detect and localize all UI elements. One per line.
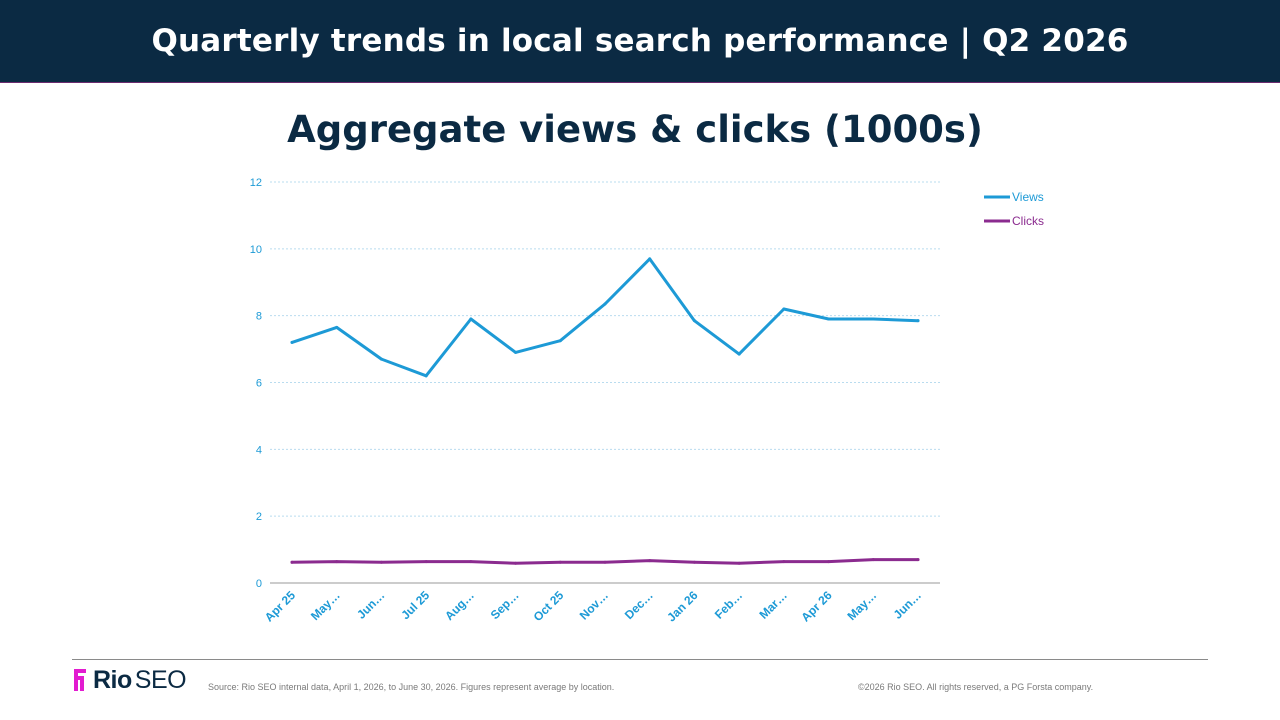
- data-point-views: [737, 352, 741, 356]
- data-point-clicks: [424, 560, 428, 564]
- x-tick-label: Jul 25: [398, 588, 432, 622]
- data-point-views: [469, 317, 473, 321]
- x-tick-label: Oct 25: [531, 588, 567, 624]
- data-point-views: [379, 357, 383, 361]
- data-point-views: [648, 257, 652, 261]
- data-point-views: [603, 302, 607, 306]
- data-point-clicks: [827, 560, 831, 564]
- data-point-clicks: [558, 560, 562, 564]
- series-line-views: [290, 257, 920, 378]
- line-chart: 0 2 4 6 8 10 12 Apr 25 May… Jun… Jul 25 Aug… Sep… Oct…: [250, 177, 1044, 625]
- y-tick-label: 4: [256, 444, 262, 456]
- x-tick-label: Feb…: [712, 588, 745, 621]
- data-point-clicks: [469, 560, 473, 564]
- logo-mark-icon: [74, 669, 90, 691]
- data-point-clicks: [782, 560, 786, 564]
- data-point-clicks: [514, 561, 518, 565]
- logo-text-seo: SEO: [134, 665, 187, 694]
- data-point-clicks: [692, 560, 696, 564]
- data-point-views: [290, 340, 294, 344]
- data-point-views: [782, 307, 786, 311]
- x-tick-label: Sep…: [488, 588, 522, 622]
- x-tick-label: May…: [845, 588, 880, 623]
- data-point-views: [558, 339, 562, 343]
- data-point-clicks: [648, 559, 652, 563]
- data-point-clicks: [379, 560, 383, 564]
- y-tick-label: 8: [256, 311, 262, 323]
- data-point-views: [335, 325, 339, 329]
- logo-text-rio: Rio: [93, 665, 132, 694]
- data-point-clicks: [737, 561, 741, 565]
- x-tick-label: Apr 26: [798, 588, 835, 625]
- data-point-views: [871, 317, 875, 321]
- y-tick-label: 0: [256, 578, 262, 590]
- y-tick-label: 2: [256, 511, 262, 523]
- x-tick-label: Mar…: [757, 588, 790, 621]
- data-point-clicks: [290, 560, 294, 564]
- page-title: Quarterly trends in local search perform…: [151, 23, 1129, 59]
- data-point-views: [916, 319, 920, 323]
- source-note: Source: Rio SEO internal data, April 1, …: [208, 682, 615, 692]
- y-tick-label: 6: [256, 378, 262, 390]
- data-point-clicks: [916, 558, 920, 562]
- chart-title: Aggregate views & clicks (1000s): [287, 108, 983, 151]
- x-tick-label: Jan 26: [664, 588, 701, 625]
- x-tick-label: Nov…: [577, 588, 611, 622]
- copyright-note: ©2026 Rio SEO. All rights reserved, a PG…: [858, 682, 1094, 692]
- footer-divider: [72, 659, 1208, 660]
- x-tick-label: Dec…: [622, 588, 656, 622]
- data-point-views: [692, 319, 696, 323]
- x-tick-label: Aug…: [442, 588, 477, 623]
- data-point-clicks: [335, 560, 339, 564]
- data-point-views: [424, 374, 428, 378]
- y-tick-label: 10: [250, 244, 262, 256]
- y-tick-label: 12: [250, 177, 262, 189]
- legend-label-clicks: Clicks: [1012, 214, 1044, 228]
- data-point-views: [827, 317, 831, 321]
- x-tick-label: Apr 25: [262, 588, 299, 625]
- x-tick-label: Jun…: [891, 588, 924, 621]
- rio-seo-logo: Rio SEO: [74, 665, 187, 694]
- data-point-clicks: [603, 560, 607, 564]
- legend-label-views: Views: [1012, 190, 1044, 204]
- header-banner: Quarterly trends in local search perform…: [0, 0, 1280, 83]
- x-tick-label: Jun…: [354, 588, 387, 621]
- data-point-clicks: [871, 558, 875, 562]
- x-tick-label: May…: [308, 588, 343, 623]
- data-point-views: [514, 350, 518, 354]
